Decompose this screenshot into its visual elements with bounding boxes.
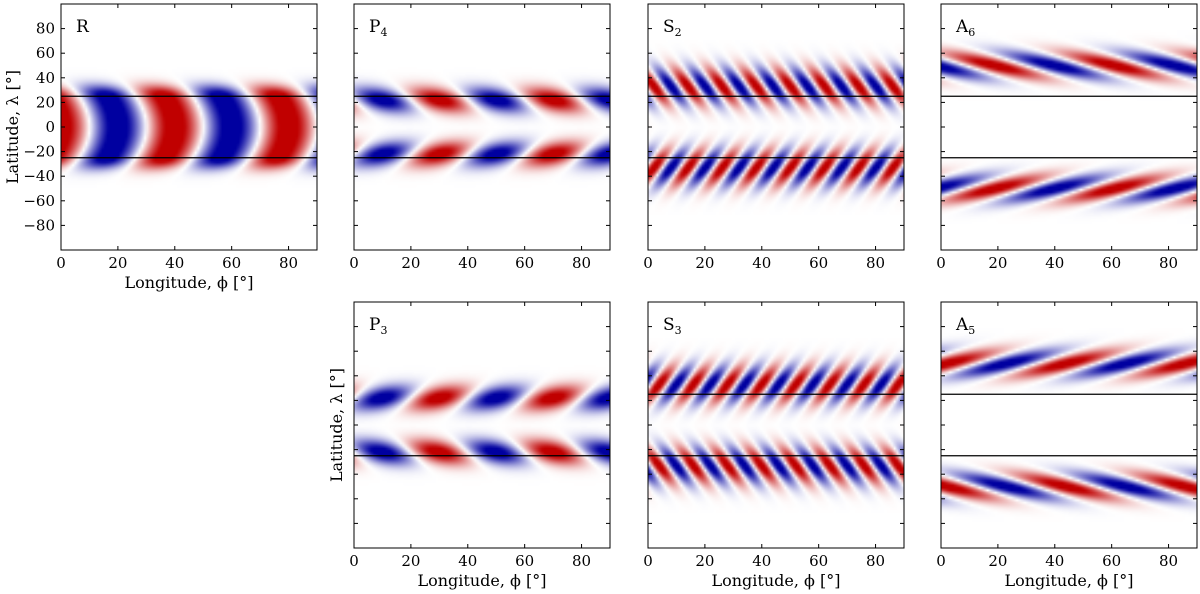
x-tick-label-R-20: 20 (108, 254, 127, 272)
x-tick-label-P3-60: 60 (515, 552, 534, 570)
x-tick-label-A5-80: 80 (1159, 552, 1178, 570)
heatmap-S2 (648, 4, 904, 250)
panel-label-main-R: R (76, 17, 90, 37)
x-tick-label-A5-60: 60 (1102, 552, 1121, 570)
panel-label-main-P3: P (369, 315, 380, 335)
heatmap-R (61, 4, 317, 250)
panel-P3: 0 20 40 60 80 P3 Longitude, ϕ [°] Latitude, λ [… (327, 301, 611, 590)
y-tick-label-R-80: 80 (36, 20, 55, 38)
panel-label-main-S3: S (663, 315, 675, 335)
y-tick-label-R-40: 40 (36, 69, 55, 87)
x-axis-label-S3: Longitude, ϕ [°] (711, 571, 840, 590)
panel-label-sub-P3: 3 (380, 324, 387, 337)
heatmap-S3 (648, 302, 904, 548)
x-tick-label-P3-0: 0 (349, 552, 359, 570)
x-tick-label-S3-20: 20 (695, 552, 714, 570)
x-tick-label-A5-20: 20 (988, 552, 1007, 570)
panel-label-R: R (76, 17, 90, 37)
y-axis-label-P3: Latitude, λ [°] (327, 368, 346, 482)
x-tick-label-S2-0: 0 (643, 254, 653, 272)
x-axis-label-A5: Longitude, ϕ [°] (1004, 571, 1133, 590)
panels-layer: 0 20 40 60 80806040200−20−40−60−80RLongitude… (3, 3, 1198, 590)
x-tick-label-A5-0: 0 (936, 552, 946, 570)
x-tick-label-R-80: 80 (279, 254, 298, 272)
panel-label-sub-A5: 5 (968, 324, 975, 337)
x-tick-label-A5-40: 40 (1045, 552, 1064, 570)
x-tick-label-P4-20: 20 (401, 254, 420, 272)
heatmap-P3 (354, 302, 610, 548)
x-tick-label-S3-0: 0 (643, 552, 653, 570)
y-tick-label-R--80: −80 (23, 216, 55, 234)
x-axis-label-R: Longitude, ϕ [°] (124, 273, 253, 292)
panel-label-main-S2: S (663, 17, 675, 37)
x-tick-label-P3-20: 20 (401, 552, 420, 570)
y-axis-label-R: Latitude, λ [°] (3, 70, 22, 184)
panel-A6: 0 20 40 60 80 A6 (936, 3, 1198, 272)
x-tick-label-S2-20: 20 (695, 254, 714, 272)
panel-label-sub-S3: 3 (675, 324, 682, 337)
x-tick-label-P3-40: 40 (458, 552, 477, 570)
x-tick-label-R-0: 0 (56, 254, 66, 272)
panel-label-S2: S2 (663, 17, 682, 39)
y-tick-label-R-60: 60 (36, 44, 55, 62)
x-axis-label-P3: Longitude, ϕ [°] (417, 571, 546, 590)
panel-R: 0 20 40 60 80 80 60 40 20 0 −20 −40 −60 −80 R Longitude… (3, 3, 318, 292)
x-tick-label-R-40: 40 (165, 254, 184, 272)
panel-label-P3: P3 (369, 315, 387, 337)
x-tick-label-S2-40: 40 (752, 254, 771, 272)
panel-label-main-P4: P (369, 17, 380, 37)
panel-A5: 0 20 40 60 80 A5 Longitude, ϕ [°] (936, 301, 1198, 590)
x-tick-label-S3-80: 80 (866, 552, 885, 570)
heatmap-P4 (354, 4, 610, 250)
panel-label-sub-P4: 4 (380, 26, 387, 39)
x-tick-label-A6-0: 0 (936, 254, 946, 272)
x-tick-label-S3-60: 60 (809, 552, 828, 570)
x-tick-label-P4-40: 40 (458, 254, 477, 272)
y-tick-label-R--60: −60 (23, 192, 55, 210)
panel-S3: 0 20 40 60 80 S3 Longitude, ϕ [°] (643, 301, 905, 590)
x-tick-label-S3-40: 40 (752, 552, 771, 570)
x-tick-label-P4-60: 60 (515, 254, 534, 272)
y-tick-label-R-0: 0 (45, 118, 55, 136)
panel-label-A6: A6 (955, 17, 975, 39)
panel-S2: 0 20 40 60 80 S2 (643, 3, 905, 272)
panel-label-sub-S2: 2 (675, 26, 682, 39)
x-tick-label-P4-0: 0 (349, 254, 359, 272)
x-tick-label-P3-80: 80 (572, 552, 591, 570)
panel-P4: 0 20 40 60 80 P4 (349, 3, 611, 272)
heatmap-A6 (941, 4, 1197, 250)
heatmap-A5 (941, 302, 1197, 548)
x-tick-label-A6-80: 80 (1159, 254, 1178, 272)
panel-label-S3: S3 (663, 315, 682, 337)
x-tick-label-A6-20: 20 (988, 254, 1007, 272)
x-tick-label-S2-80: 80 (866, 254, 885, 272)
y-tick-label-R-20: 20 (36, 93, 55, 111)
panel-label-main-A6: A (955, 17, 969, 37)
x-tick-label-R-60: 60 (222, 254, 241, 272)
panel-label-P4: P4 (369, 17, 387, 39)
panel-label-sub-A6: 6 (968, 26, 975, 39)
x-tick-label-A6-60: 60 (1102, 254, 1121, 272)
y-tick-label-R--40: −40 (23, 167, 55, 185)
x-tick-label-A6-40: 40 (1045, 254, 1064, 272)
x-tick-label-S2-60: 60 (809, 254, 828, 272)
panel-label-main-A5: A (955, 315, 969, 335)
panel-label-A5: A5 (955, 315, 975, 337)
x-tick-label-P4-80: 80 (572, 254, 591, 272)
y-tick-label-R--20: −20 (23, 143, 55, 161)
